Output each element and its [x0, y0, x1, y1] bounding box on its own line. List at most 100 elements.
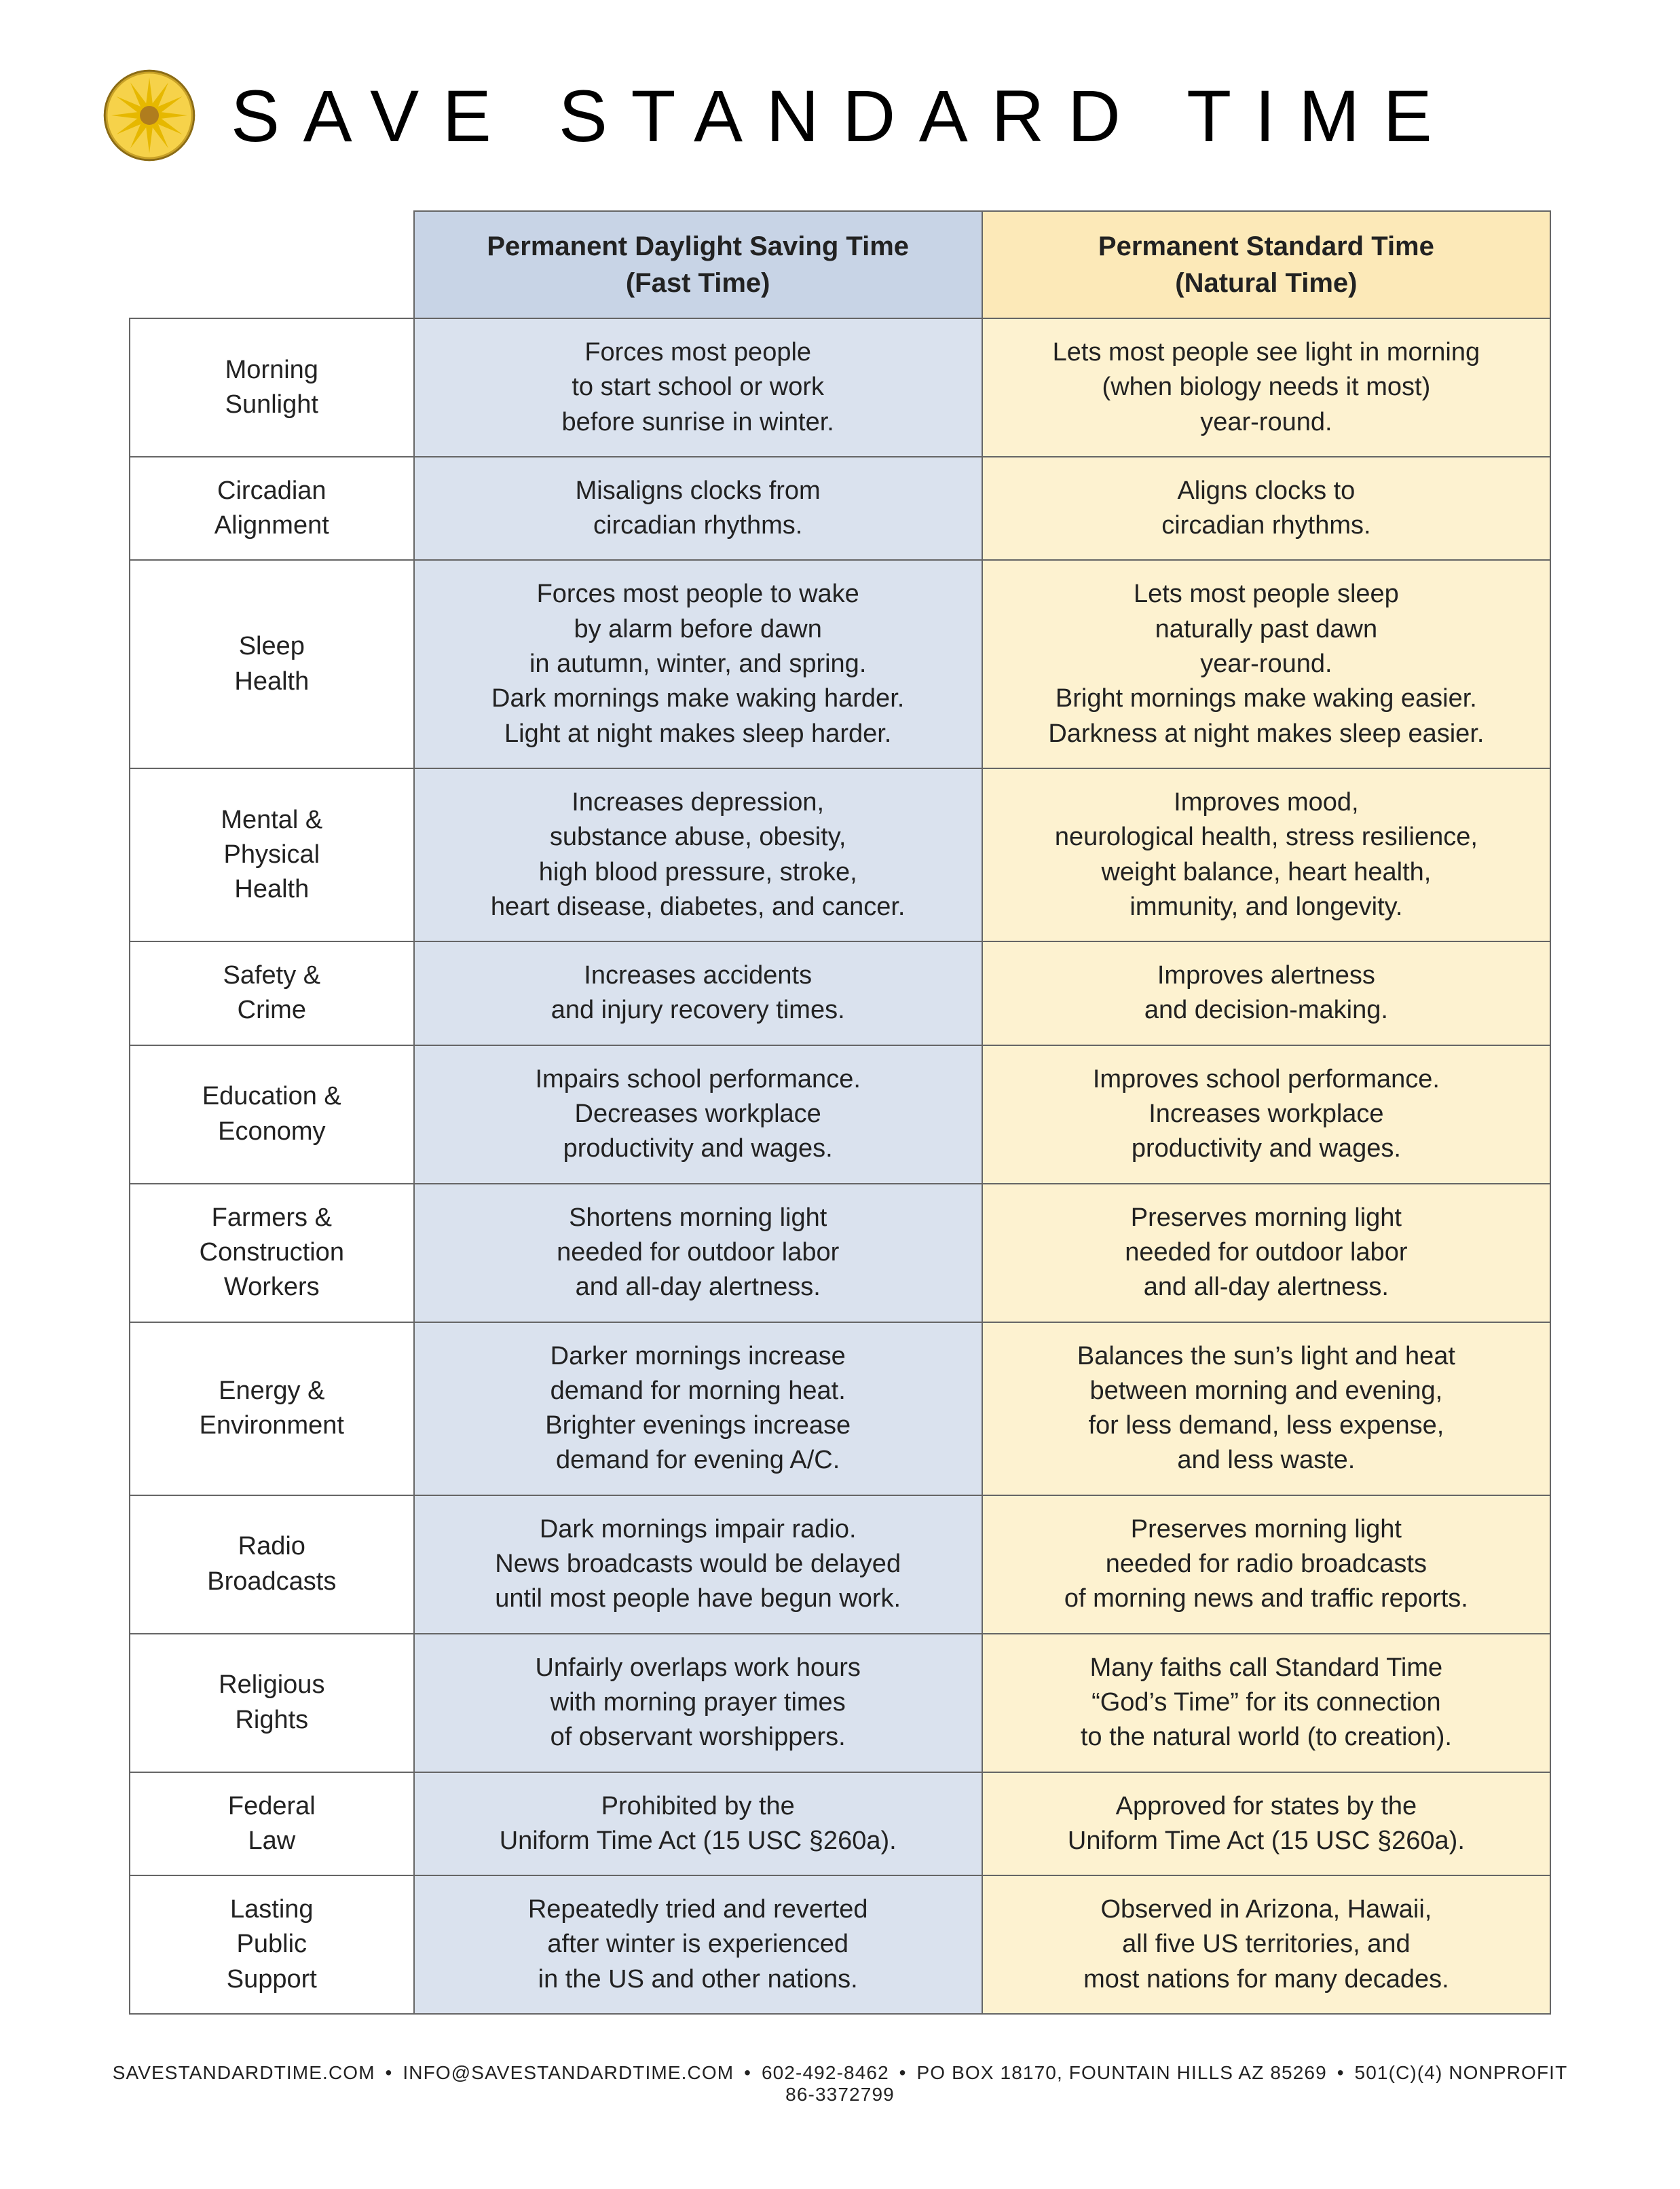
row-label-line: Support	[227, 1965, 317, 1994]
std-cell-line: productivity and wages.	[1132, 1134, 1401, 1163]
row-label: SleepHealth	[130, 560, 414, 768]
std-cell-line: immunity, and longevity.	[1130, 893, 1402, 921]
row-label: RadioBroadcasts	[130, 1495, 414, 1634]
table-row: RadioBroadcasts Dark mornings impair radi…	[130, 1495, 1550, 1634]
dst-cell-line: Decreases workplace	[575, 1100, 821, 1128]
dst-cell-line: Dark mornings make waking harder.	[491, 684, 904, 713]
std-cell-line: Preserves morning light	[1131, 1203, 1402, 1232]
dst-cell-line: needed for outdoor labor	[557, 1238, 839, 1267]
dst-cell-line: Dark mornings impair radio.	[540, 1515, 857, 1543]
std-cell: Many faiths call Standard Time“God’s Tim…	[982, 1634, 1550, 1772]
row-label-line: Religious	[219, 1670, 324, 1699]
std-cell-line: and decision-making.	[1144, 996, 1388, 1024]
dst-cell: Prohibited by theUniform Time Act (15 US…	[414, 1772, 982, 1876]
std-cell: Lets most people sleepnaturally past daw…	[982, 560, 1550, 768]
dst-cell: Forces most people to start school or wor…	[414, 318, 982, 457]
row-label-line: Lasting	[230, 1895, 314, 1924]
dst-cell: Increases accidentsand injury recovery t…	[414, 941, 982, 1045]
dst-cell-line: Brighter evenings increase	[545, 1411, 851, 1440]
dst-cell-line: in autumn, winter, and spring.	[529, 650, 866, 678]
std-cell-line: for less demand, less expense,	[1088, 1411, 1444, 1440]
std-header-line2: (Natural Time)	[1175, 268, 1357, 298]
comparison-table-wrap: Permanent Daylight Saving Time (Fast Tim…	[129, 210, 1551, 2015]
dst-cell-line: circadian rhythms.	[593, 511, 802, 540]
table-row: SleepHealthForces most people to wakeby …	[130, 560, 1550, 768]
std-cell-line: Aligns clocks to	[1177, 476, 1355, 505]
dst-cell-line: demand for morning heat.	[550, 1377, 846, 1405]
dst-cell-line: Darker mornings increase	[550, 1342, 846, 1370]
std-cell-line: “God’s Time” for its connection	[1091, 1688, 1441, 1717]
std-cell-line: Approved for states by the	[1116, 1792, 1417, 1820]
row-label-line: Public	[237, 1930, 307, 1958]
footer-separator: •	[379, 2062, 399, 2083]
dst-cell-line: before sunrise in winter.	[562, 408, 834, 436]
dst-cell: Forces most people to wakeby alarm befor…	[414, 560, 982, 768]
std-cell-line: neurological health, stress resilience,	[1055, 823, 1478, 851]
dst-cell-line: Unfairly overlaps work hours	[535, 1653, 860, 1682]
table-row: Mental &PhysicalHealthIncreases depressi…	[130, 768, 1550, 941]
footer-part: INFO@SAVESTANDARDTIME.COM	[403, 2062, 734, 2083]
std-cell-line: weight balance, heart health,	[1101, 858, 1431, 886]
std-cell: Lets most people see light in morning (wh…	[982, 318, 1550, 457]
std-cell-line: Improves school performance.	[1093, 1065, 1440, 1093]
std-cell-line: Improves alertness	[1157, 961, 1375, 990]
dst-cell-line: productivity and wages.	[563, 1134, 833, 1163]
footer-separator: •	[1331, 2062, 1351, 2083]
std-cell-line: most nations for many decades.	[1083, 1965, 1449, 1994]
row-label-line: Health	[234, 875, 309, 903]
std-cell-line: and less waste.	[1177, 1446, 1355, 1474]
std-cell-line: needed for outdoor labor	[1125, 1238, 1407, 1267]
row-label-line: Physical	[224, 840, 320, 869]
blank-header	[130, 211, 414, 318]
table-row: Lasting Public Support Repeatedly tried and…	[130, 1875, 1550, 2014]
dst-cell-line: to start school or work	[572, 373, 824, 401]
std-cell-line: of morning news and traffic reports.	[1064, 1584, 1468, 1613]
dst-cell: Repeatedly tried and revertedafter winte…	[414, 1875, 982, 2014]
page-footer: SAVESTANDARDTIME.COM • INFO@SAVESTANDARD…	[102, 2062, 1578, 2106]
dst-cell-line: Increases depression,	[572, 788, 824, 817]
dst-cell-line: and all-day alertness.	[576, 1273, 821, 1301]
dst-cell-line: Forces most people	[584, 338, 811, 367]
table-row: Circadian Alignment Misaligns clocks from c…	[130, 457, 1550, 561]
dst-cell-line: until most people have begun work.	[495, 1584, 901, 1613]
row-label-line: Rights	[235, 1706, 308, 1734]
std-cell-line: Lets most people see light in morning	[1053, 338, 1480, 367]
dst-cell-line: demand for evening A/C.	[556, 1446, 840, 1474]
dst-cell: Shortens morning light needed for outdoor…	[414, 1184, 982, 1322]
dst-column-header: Permanent Daylight Saving Time (Fast Tim…	[414, 211, 982, 318]
row-label-line: Alignment	[214, 511, 329, 540]
std-cell-line: Increases workplace	[1149, 1100, 1383, 1128]
table-row: Farmers &ConstructionWorkersShortens mor…	[130, 1184, 1550, 1322]
std-cell: Balances the sun’s light and heatbetween…	[982, 1322, 1550, 1495]
table-row: Education &EconomyImpairs school perform…	[130, 1045, 1550, 1184]
row-label-line: Workers	[224, 1273, 320, 1301]
std-cell-line: naturally past dawn	[1155, 615, 1377, 643]
std-cell-line: year-round.	[1200, 408, 1332, 436]
dst-cell-line: Prohibited by the	[601, 1792, 795, 1820]
dst-cell-line: Misaligns clocks from	[576, 476, 821, 505]
dst-cell-line: Shortens morning light	[569, 1203, 827, 1232]
row-label-line: Energy &	[219, 1377, 324, 1405]
std-cell-line: needed for radio broadcasts	[1106, 1550, 1427, 1578]
std-header-line1: Permanent Standard Time	[1098, 231, 1434, 261]
std-cell: Approved for states by theUniform Time A…	[982, 1772, 1550, 1876]
std-cell-line: between morning and evening,	[1090, 1377, 1443, 1405]
dst-cell: Misaligns clocks from circadian rhythms.	[414, 457, 982, 561]
std-column-header: Permanent Standard Time (Natural Time)	[982, 211, 1550, 318]
table-row: Energy &EnvironmentDarker mornings incre…	[130, 1322, 1550, 1495]
std-cell-line: Observed in Arizona, Hawaii,	[1100, 1895, 1432, 1924]
comparison-table: Permanent Daylight Saving Time (Fast Tim…	[129, 210, 1551, 2015]
row-label-line: Circadian	[217, 476, 326, 505]
row-label-line: Farmers &	[212, 1203, 332, 1232]
row-label-line: Crime	[238, 996, 306, 1024]
row-label: MorningSunlight	[130, 318, 414, 457]
row-label: Energy &Environment	[130, 1322, 414, 1495]
std-cell-line: to the natural world (to creation).	[1081, 1723, 1452, 1751]
dst-cell: Darker mornings increase demand for morni…	[414, 1322, 982, 1495]
row-label: Safety &Crime	[130, 941, 414, 1045]
std-cell-line: all five US territories, and	[1122, 1930, 1411, 1958]
row-label-line: Education &	[202, 1082, 341, 1110]
std-cell-line: (when biology needs it most)	[1102, 373, 1431, 401]
table-row: Religious Rights Unfairly overlaps work ho…	[130, 1634, 1550, 1772]
std-cell: Preserves morning light needed for outdoo…	[982, 1184, 1550, 1322]
